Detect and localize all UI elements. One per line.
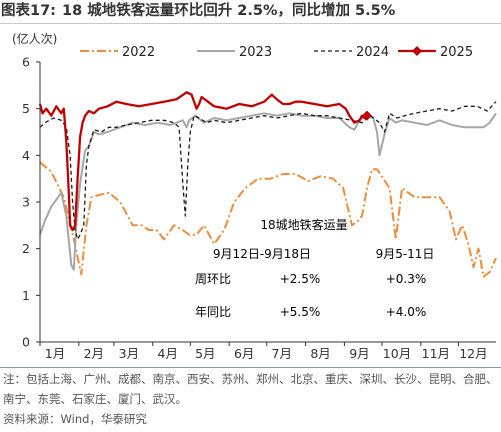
series-layer [38, 91, 497, 278]
x-tick-label: 5月 [195, 346, 215, 361]
figure-title-text: 18 城地铁客运量环比回升 2.5%，同比增加 5.5% [61, 3, 396, 19]
x-tick-label: 7月 [272, 346, 292, 361]
x-tick-label: 11月 [422, 346, 450, 361]
series-line-2025 [38, 91, 368, 232]
x-tick-label: 6月 [234, 346, 254, 361]
x-tick-label: 3月 [119, 346, 139, 361]
series-end-marker-2025 [361, 110, 372, 121]
table-col2-header: 9月5-11日 [376, 247, 435, 261]
footnote: 注：包括上海、广州、成都、南京、西安、苏州、郑州、北京、重庆、深圳、长沙、昆明、… [3, 372, 498, 406]
table-row-label: 年同比 [195, 305, 231, 319]
table-cell: +0.3% [386, 272, 427, 286]
table-row-label: 周环比 [195, 272, 231, 286]
y-tick-label: 2 [22, 241, 30, 256]
legend-label-2023: 2023 [239, 45, 272, 60]
x-tick-label: 4月 [158, 346, 178, 361]
x-tick-label: 12月 [459, 346, 487, 361]
x-axis: 1月 2月 3月 4月 5月 6月 7月 8月 9月 10月 11月 12月 [39, 342, 488, 361]
x-tick-label: 1月 [45, 346, 65, 361]
y-tick-label: 5 [22, 101, 30, 116]
figure-title: 图表17: 18 城地铁客运量环比回升 2.5%，同比增加 5.5% [0, 0, 501, 24]
y-tick-label: 3 [22, 195, 30, 210]
legend-label-2022: 2022 [122, 45, 155, 60]
legend-label-2025: 2025 [440, 45, 473, 60]
table-cell: +5.5% [280, 305, 321, 319]
series-line-2023 [39, 112, 497, 271]
series-line-2022 [39, 161, 497, 278]
x-tick-label: 8月 [310, 346, 330, 361]
y-tick-label: 4 [22, 148, 30, 163]
x-tick-label: 10月 [383, 346, 411, 361]
y-axis-label: (亿人次) [12, 31, 57, 46]
table-cell: +4.0% [386, 305, 427, 319]
y-tick-label: 0 [22, 335, 30, 350]
footer-divider [0, 367, 501, 368]
y-axis: 0 1 2 3 4 5 6 [22, 55, 30, 350]
series-line-2024 [39, 101, 497, 240]
legend-label-2024: 2024 [356, 45, 389, 60]
source-note: 资料来源：Wind，华泰研究 [3, 412, 147, 426]
legend-marker-2025 [412, 46, 422, 56]
x-tick-label: 2月 [84, 346, 104, 361]
table-col1-header: 9月12日-9月18日 [213, 247, 311, 261]
x-tick-label: 9月 [349, 346, 369, 361]
line-chart: (亿人次) 2022 2023 2024 2025 0 1 2 3 4 5 6 1月 2月 3月 4月 5… [12, 31, 497, 361]
table-cell: +2.5% [280, 272, 321, 286]
y-tick-label: 6 [22, 55, 30, 70]
figure-number: 图表17: [1, 3, 56, 19]
summary-table: 18城地铁客运量 9月12日-9月18日 9月5-11日 周环比 +2.5% +… [195, 217, 434, 319]
table-title: 18城地铁客运量 [260, 217, 347, 232]
axes [36, 61, 496, 343]
legend: 2022 2023 2024 2025 [80, 45, 473, 60]
y-tick-label: 1 [22, 288, 30, 303]
